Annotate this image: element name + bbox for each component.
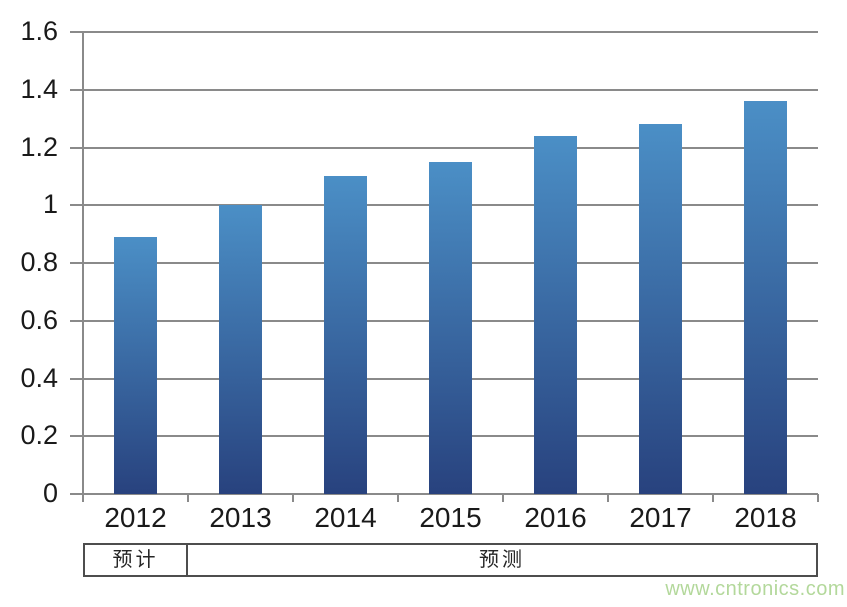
bar-2012 xyxy=(114,237,157,494)
y-axis-tick-label: 1.4 xyxy=(20,73,58,104)
bar-2014 xyxy=(324,176,367,494)
x-axis-tick-label: 2015 xyxy=(419,502,482,533)
y-axis-tick-label: 0 xyxy=(42,477,58,508)
x-axis-tick xyxy=(397,494,399,502)
gridline xyxy=(83,146,818,149)
y-axis-tick xyxy=(70,262,83,264)
y-axis-tick xyxy=(70,319,83,322)
bar-2018 xyxy=(744,101,787,494)
watermark-url: www.cntronics.com xyxy=(665,578,845,600)
bar-2016 xyxy=(534,135,577,494)
y-axis-tick-label: 0.4 xyxy=(20,362,58,393)
y-axis-tick xyxy=(70,377,83,380)
y-axis-tick xyxy=(70,493,83,495)
y-axis-tick-label: 1.6 xyxy=(20,15,58,46)
x-axis-tick xyxy=(817,494,819,502)
y-axis-tick xyxy=(70,204,83,207)
x-axis-tick xyxy=(607,494,609,502)
period-label-table: 预计 预测 xyxy=(83,543,818,577)
x-axis-tick xyxy=(82,494,84,502)
bar-2013 xyxy=(219,205,262,494)
y-axis-tick xyxy=(70,31,83,33)
y-axis-tick-label: 0.2 xyxy=(20,420,58,451)
x-axis-tick-label: 2018 xyxy=(734,502,797,533)
x-axis-tick-label: 2012 xyxy=(104,502,167,533)
y-axis-tick-label: 0.6 xyxy=(20,304,58,335)
period-label-estimate: 预计 xyxy=(85,545,188,575)
x-axis-tick-label: 2014 xyxy=(314,502,377,533)
y-axis-tick-label: 1 xyxy=(42,189,58,220)
x-axis-tick xyxy=(187,494,189,502)
x-axis-tick xyxy=(712,494,714,502)
x-axis-tick-label: 2016 xyxy=(524,502,587,533)
y-axis-tick-label: 0.8 xyxy=(20,246,58,277)
x-axis-tick-label: 2017 xyxy=(629,502,692,533)
y-axis-tick-label: 1.2 xyxy=(20,131,58,162)
x-axis-tick xyxy=(292,494,294,502)
y-axis-line xyxy=(82,31,84,495)
gridline xyxy=(83,31,818,33)
x-axis-tick-label: 2013 xyxy=(209,502,272,533)
period-label-forecast: 预测 xyxy=(479,549,525,571)
gridline xyxy=(83,88,818,91)
x-axis-tick xyxy=(502,494,504,502)
bar-2017 xyxy=(639,124,682,494)
gridline xyxy=(83,493,818,495)
bar-2015 xyxy=(429,161,472,494)
y-axis-tick xyxy=(70,88,83,91)
y-axis-tick xyxy=(70,435,83,438)
y-axis-tick xyxy=(70,146,83,149)
